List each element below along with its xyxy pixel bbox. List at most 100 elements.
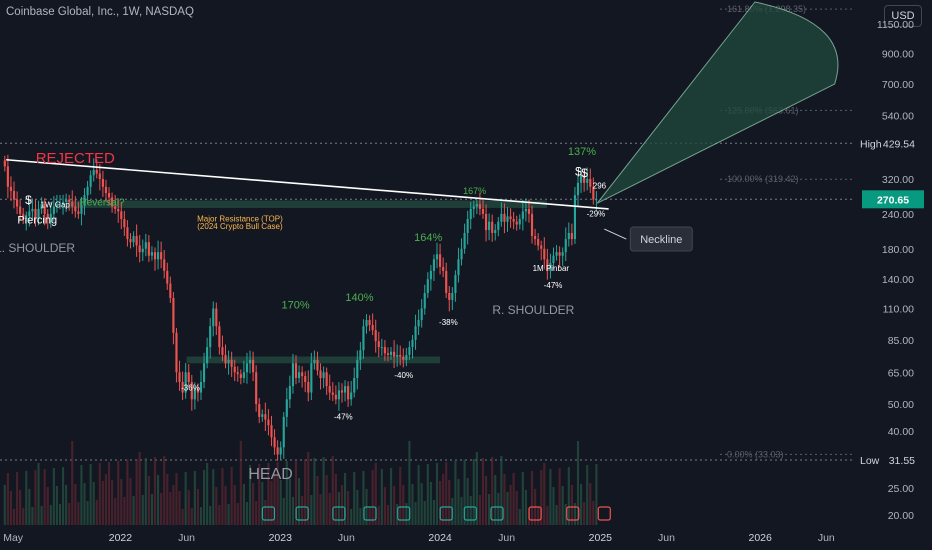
volume-bar bbox=[343, 473, 347, 525]
candle-body bbox=[583, 175, 586, 183]
y-tick-label: 110.00 bbox=[883, 303, 914, 315]
candle-body bbox=[74, 206, 77, 212]
neckline bbox=[6, 158, 609, 210]
volume-bar bbox=[331, 456, 334, 525]
x-tick-label: Jun bbox=[178, 532, 195, 544]
candle-body bbox=[307, 381, 310, 393]
candle-body bbox=[543, 248, 546, 260]
x-tick-label: Jun bbox=[498, 532, 515, 544]
volume-bar bbox=[417, 465, 420, 525]
earnings-event-icon bbox=[295, 506, 309, 521]
candle-body bbox=[111, 197, 114, 207]
annotation-label: Piercing bbox=[17, 214, 57, 226]
candle-body bbox=[359, 350, 362, 360]
candle-body bbox=[202, 363, 206, 382]
volume-bar bbox=[230, 467, 233, 525]
candle-body bbox=[362, 326, 365, 351]
volume-bar bbox=[49, 505, 52, 525]
candle-body bbox=[138, 245, 141, 253]
volume-bar bbox=[123, 497, 126, 525]
candle-body bbox=[80, 205, 83, 214]
candle-body bbox=[411, 339, 414, 348]
candle-body bbox=[310, 363, 313, 393]
volume-bar bbox=[233, 485, 236, 525]
candle-body bbox=[353, 378, 356, 393]
candle-body bbox=[595, 199, 598, 201]
chart-title: Coinbase Global, Inc., 1W, NASDAQ bbox=[6, 6, 194, 18]
volume-bar bbox=[22, 508, 25, 525]
candle-body bbox=[230, 359, 233, 367]
candle-body bbox=[43, 204, 46, 214]
candle-body bbox=[589, 178, 592, 187]
volume-bar bbox=[340, 485, 344, 525]
volume-bar bbox=[37, 463, 40, 525]
volume-bar bbox=[549, 469, 552, 525]
annotation-label: $ bbox=[581, 166, 588, 180]
candle-body bbox=[9, 186, 13, 191]
volume-bar bbox=[163, 456, 166, 525]
candle-body bbox=[481, 208, 485, 214]
resistance-zone bbox=[66, 200, 547, 208]
candle-body bbox=[592, 186, 595, 200]
volume-bar bbox=[101, 481, 104, 525]
candle-body bbox=[65, 199, 68, 202]
volume-bar bbox=[178, 491, 181, 525]
candle-body bbox=[524, 208, 527, 212]
volume-bar bbox=[583, 502, 586, 525]
candle-body bbox=[163, 259, 166, 271]
candle-body bbox=[472, 206, 475, 209]
annotation-label: -29% bbox=[587, 209, 606, 218]
x-tick-label: May bbox=[3, 532, 24, 544]
volume-bar bbox=[126, 460, 129, 525]
annotation-label: -47% bbox=[334, 413, 353, 422]
volume-bar bbox=[377, 506, 380, 525]
volume-bar bbox=[92, 482, 95, 525]
candle-body bbox=[328, 386, 331, 393]
volume-bar bbox=[488, 494, 491, 525]
volume-bar bbox=[356, 490, 359, 525]
candle-body bbox=[19, 206, 22, 214]
volume-bar bbox=[595, 464, 598, 525]
volume-bar bbox=[104, 474, 108, 525]
volume-bar bbox=[157, 475, 160, 525]
candle-body bbox=[282, 416, 285, 448]
volume-bar bbox=[276, 462, 279, 525]
volume-bar bbox=[255, 501, 258, 525]
volume-bar bbox=[322, 457, 325, 525]
candle-body bbox=[40, 204, 43, 209]
volume-bar bbox=[530, 471, 534, 525]
volume-bar bbox=[503, 474, 506, 525]
volume-bar bbox=[457, 479, 460, 525]
candle-body bbox=[509, 216, 512, 220]
volume-bar bbox=[334, 474, 337, 525]
candle-body bbox=[540, 245, 543, 249]
callout-label: Neckline bbox=[640, 234, 682, 246]
volume-bar bbox=[52, 468, 55, 525]
volume-bar bbox=[236, 503, 239, 525]
callout-box bbox=[629, 226, 693, 252]
candle-body bbox=[239, 374, 242, 379]
candle-body bbox=[380, 347, 383, 349]
candle-body bbox=[233, 366, 236, 373]
volume-bar bbox=[193, 471, 196, 525]
candle-body bbox=[117, 208, 120, 212]
candle-body bbox=[337, 390, 340, 400]
candle-body bbox=[264, 414, 267, 420]
volume-bar bbox=[411, 484, 414, 525]
volume-bar bbox=[40, 506, 43, 525]
volume-bar bbox=[472, 459, 475, 525]
x-tick-label: 2026 bbox=[748, 532, 772, 544]
candle-body bbox=[28, 211, 31, 217]
candle-body bbox=[37, 208, 40, 220]
y-tick-label: 25.00 bbox=[888, 483, 914, 495]
annotation-label: Major Resistance (TOP) bbox=[197, 215, 283, 224]
currency-button[interactable]: USD bbox=[884, 5, 922, 27]
candle-body bbox=[368, 320, 371, 325]
candle-body bbox=[484, 213, 488, 231]
volume-bar bbox=[294, 460, 298, 525]
candle-body bbox=[334, 394, 337, 400]
fib-level-label: 0.00% (33.03) bbox=[727, 449, 784, 459]
candle-body bbox=[491, 221, 494, 233]
volume-bar bbox=[429, 482, 432, 525]
